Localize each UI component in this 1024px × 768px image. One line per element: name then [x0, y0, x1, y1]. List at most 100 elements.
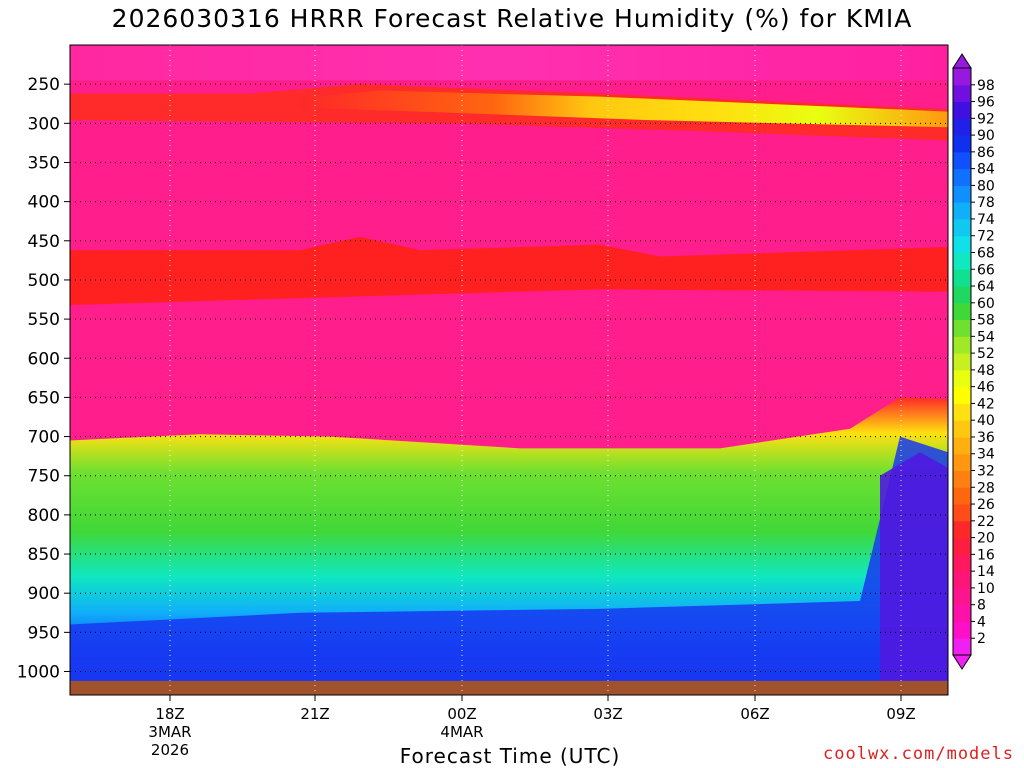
colorbar-segment — [953, 202, 971, 220]
colorbar-label: 10 — [977, 581, 995, 597]
colorbar-label: 98 — [977, 78, 995, 94]
colorbar-segment — [953, 453, 971, 472]
colorbar-label: 90 — [977, 128, 995, 144]
colorbar-label: 34 — [977, 447, 995, 463]
colorbar-segment — [953, 235, 971, 253]
y-tick-label: 750 — [28, 467, 60, 487]
colorbar-label: 86 — [977, 145, 995, 161]
colorbar-label: 42 — [977, 396, 995, 412]
colorbar-segment — [953, 101, 971, 119]
colorbar-label: 52 — [977, 346, 995, 362]
colorbar-segment — [953, 386, 971, 404]
credit-link[interactable]: coolwx.com/models — [823, 744, 1014, 764]
colorbar-segment — [953, 218, 971, 237]
colorbar-label: 4 — [977, 614, 986, 630]
x-tick-label: 18Z — [155, 705, 184, 723]
colorbar-label: 14 — [977, 564, 995, 580]
colorbar-label: 32 — [977, 464, 995, 480]
colorbar-label: 54 — [977, 329, 995, 345]
colorbar-segment — [953, 403, 971, 421]
colorbar-label: 40 — [977, 413, 995, 429]
colorbar-segment — [953, 84, 971, 103]
colorbar-segment — [953, 638, 971, 656]
colorbar-label: 72 — [977, 229, 995, 245]
colorbar-label: 60 — [977, 296, 995, 312]
chart-title: 2026030316 HRRR Forecast Relative Humidi… — [111, 4, 913, 33]
colorbar-label: 92 — [977, 111, 995, 127]
colorbar: 2481014162022262832343640424648525458606… — [952, 53, 995, 670]
colorbar-segment — [953, 487, 971, 505]
y-tick-label: 250 — [28, 75, 60, 95]
colorbar-label: 74 — [977, 212, 995, 228]
colorbar-segment — [953, 286, 971, 304]
x-tick-sublabel: 4MAR — [440, 723, 483, 741]
colorbar-segment — [953, 604, 971, 622]
band-boundary-layer-core — [880, 452, 948, 681]
colorbar-label: 48 — [977, 363, 995, 379]
colorbar-bottom-arrow — [952, 654, 972, 670]
colorbar-label: 66 — [977, 262, 995, 278]
band-dry-mid — [70, 236, 948, 305]
colorbar-label: 26 — [977, 497, 995, 513]
y-tick-label: 1000 — [17, 663, 60, 683]
colorbar-segment — [953, 336, 971, 354]
colorbar-label: 46 — [977, 380, 995, 396]
colorbar-label: 80 — [977, 178, 995, 194]
colorbar-frame — [952, 67, 972, 656]
colorbar-segment — [953, 269, 971, 287]
x-tick-sublabel: 2026 — [151, 741, 189, 759]
colorbar-top-arrow — [952, 53, 972, 69]
colorbar-label: 58 — [977, 313, 995, 329]
plot-frame — [69, 44, 949, 696]
colorbar-segment — [953, 168, 971, 186]
colorbar-segment — [953, 151, 971, 170]
colorbar-segment — [953, 319, 971, 337]
colorbar-label: 64 — [977, 279, 995, 295]
band-dry-upper-inner — [300, 90, 948, 128]
colorbar-segment — [953, 369, 971, 388]
x-tick-label: 03Z — [593, 705, 622, 723]
colorbar-segment — [953, 470, 971, 488]
colorbar-label: 28 — [977, 480, 995, 496]
x-axis-label: Forecast Time (UTC) — [399, 744, 621, 768]
y-tick-label: 700 — [28, 428, 60, 448]
y-tick-label: 350 — [28, 153, 60, 173]
colorbar-segment — [953, 436, 971, 455]
colorbar-label: 2 — [977, 631, 986, 647]
colorbar-label: 36 — [977, 430, 995, 446]
x-tick-label: 21Z — [300, 705, 329, 723]
y-tick-label: 950 — [28, 623, 60, 643]
x-tick-label: 09Z — [886, 705, 915, 723]
colorbar-segment — [953, 420, 971, 438]
colorbar-segment — [953, 537, 971, 555]
x-tick-label: 06Z — [740, 705, 769, 723]
colorbar-label: 22 — [977, 514, 995, 530]
colorbar-segment — [953, 554, 971, 572]
colorbar-segment — [953, 302, 971, 321]
colorbar-label: 20 — [977, 531, 995, 547]
x-tick-label: 00Z — [447, 705, 476, 723]
colorbar-segment — [953, 252, 971, 270]
band-upper — [70, 45, 948, 81]
colorbar-segment — [953, 118, 971, 136]
y-tick-label: 500 — [28, 271, 60, 291]
y-tick-label: 800 — [28, 506, 60, 526]
colorbar-label: 16 — [977, 547, 995, 563]
colorbar-segment — [953, 135, 971, 153]
ground-strip — [70, 680, 948, 695]
colorbar-segment — [953, 571, 971, 589]
band-boundary-layer — [70, 436, 948, 684]
y-tick-label: 650 — [28, 388, 60, 408]
x-tick-sublabel: 3MAR — [148, 723, 191, 741]
colorbar-segment — [953, 621, 971, 639]
colorbar-segment — [953, 520, 971, 539]
y-tick-label: 850 — [28, 545, 60, 565]
y-axis: 250 300 350 400 450 500 550 600 650 700 750 800 850 9… — [17, 75, 70, 683]
y-tick-label: 550 — [28, 310, 60, 330]
colorbar-segment — [953, 353, 971, 371]
colorbar-label: 68 — [977, 245, 995, 261]
y-tick-label: 300 — [28, 114, 60, 134]
y-tick-label: 450 — [28, 232, 60, 252]
